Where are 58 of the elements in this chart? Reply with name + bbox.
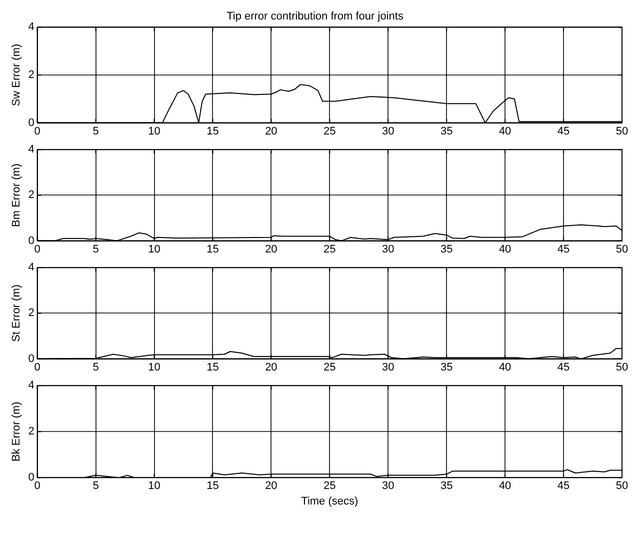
x-tick-label: 35 (440, 125, 453, 138)
x-tick-label: 40 (498, 480, 512, 492)
x-tick-label: 15 (206, 361, 219, 374)
x-tick-label: 5 (92, 361, 99, 374)
x-tick-label: 50 (616, 480, 628, 492)
y-tick-label: 0 (28, 116, 34, 129)
x-tick-label: 45 (557, 361, 570, 374)
x-tick-label: 40 (498, 243, 512, 256)
x-tick-label: 45 (557, 480, 570, 492)
x-tick-label: 10 (148, 125, 160, 138)
x-tick-label: 15 (206, 480, 219, 492)
y-tick-label: 4 (28, 262, 34, 274)
y-tick-label: 0 (28, 234, 34, 247)
y-tick-label: 2 (28, 189, 34, 202)
y-tick-label: 4 (28, 380, 34, 392)
chart-title: Tip error contribution from four joints (226, 10, 404, 23)
y-tick-label: 2 (28, 69, 34, 82)
x-tick-label: 20 (265, 125, 278, 138)
x-tick-label: 5 (92, 125, 99, 138)
x-tick-label: 20 (265, 361, 278, 374)
x-tick-label: 50 (616, 361, 628, 374)
y-axis-title: Bm Error (m) (10, 163, 23, 227)
x-tick-label: 5 (92, 243, 99, 256)
y-axis-title: Bk Error (m) (10, 402, 23, 462)
x-tick-label: 25 (324, 480, 336, 492)
x-tick-label: 10 (148, 243, 160, 256)
y-tick-label: 4 (28, 144, 34, 156)
x-tick-label: 45 (557, 125, 570, 138)
x-tick-label: 25 (324, 125, 336, 138)
x-tick-label: 35 (440, 243, 453, 256)
x-tick-label: 35 (440, 361, 453, 374)
x-tick-label: 35 (440, 480, 453, 492)
x-tick-label: 30 (382, 361, 394, 374)
y-axis-title: Sw Error (m) (10, 44, 23, 106)
x-tick-label: 40 (498, 125, 512, 138)
x-tick-label: 25 (324, 361, 336, 374)
x-tick-label: 50 (616, 125, 628, 138)
x-axis-title: Time (secs) (301, 495, 358, 508)
x-tick-label: 10 (148, 480, 160, 492)
x-tick-label: 40 (498, 361, 512, 374)
y-tick-label: 0 (28, 352, 34, 365)
x-tick-label: 25 (324, 243, 336, 256)
x-tick-label: 10 (148, 361, 160, 374)
y-tick-label: 0 (28, 472, 34, 484)
x-tick-label: 15 (206, 243, 219, 256)
y-tick-label: 2 (28, 307, 34, 320)
y-tick-label: 4 (28, 21, 34, 34)
x-tick-label: 30 (382, 480, 394, 492)
x-tick-label: 15 (206, 125, 219, 138)
x-tick-label: 5 (92, 480, 99, 492)
x-tick-label: 45 (557, 243, 570, 256)
x-tick-label: 20 (265, 480, 278, 492)
y-tick-label: 2 (28, 426, 34, 438)
y-axis-title: St Error (m) (10, 284, 23, 342)
x-tick-label: 50 (616, 243, 628, 256)
x-tick-label: 30 (382, 125, 394, 138)
x-tick-label: 20 (265, 243, 278, 256)
x-tick-label: 30 (382, 243, 394, 256)
